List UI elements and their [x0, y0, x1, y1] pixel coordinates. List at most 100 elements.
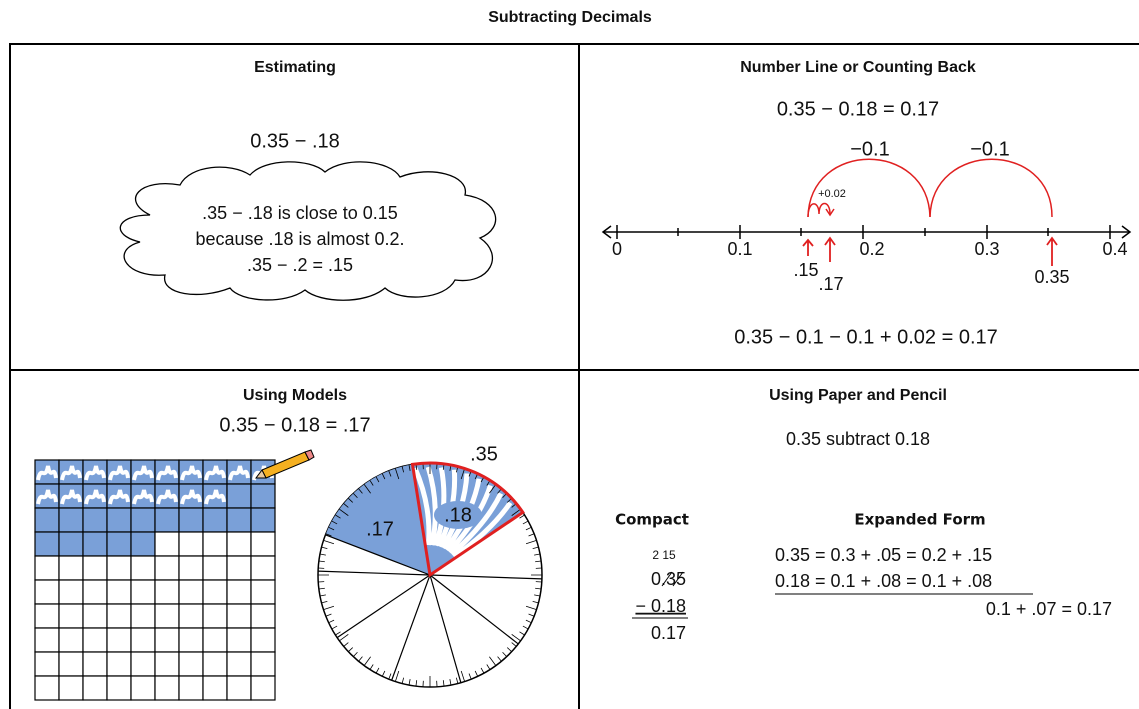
cell — [107, 652, 131, 676]
cell — [59, 556, 83, 580]
cell — [35, 556, 59, 580]
cell — [179, 676, 203, 700]
cell — [203, 508, 227, 532]
jump-label: +0.02 — [818, 188, 846, 200]
cell — [35, 676, 59, 700]
regroup: 2 15 — [652, 548, 676, 562]
cell — [251, 676, 275, 700]
jump-label: −0.1 — [970, 138, 1009, 160]
expanded-line: 0.1 + .07 = 0.17 — [986, 599, 1112, 619]
tick-label: 0.2 — [859, 239, 884, 259]
cell — [251, 556, 275, 580]
cell — [35, 652, 59, 676]
page: Subtracting Decimals Estimating 0.35 − .… — [0, 0, 1139, 709]
cell — [179, 532, 203, 556]
minuend: 0.35 — [651, 569, 686, 589]
difference: 0.17 — [651, 623, 686, 643]
cell — [107, 556, 131, 580]
page-title: Subtracting Decimals — [488, 9, 652, 26]
cell — [107, 676, 131, 700]
marker-label: .17 — [818, 274, 843, 294]
cell — [35, 580, 59, 604]
marker-label: 0.35 — [1034, 267, 1069, 287]
cell — [107, 628, 131, 652]
number-line — [603, 225, 1130, 239]
cloud-text: because .18 is almost 0.2. — [195, 229, 404, 249]
cell — [83, 628, 107, 652]
heading: Compact — [615, 511, 689, 529]
cell — [131, 532, 155, 556]
cell — [155, 508, 179, 532]
cell — [227, 604, 251, 628]
cell — [227, 676, 251, 700]
cell — [251, 628, 275, 652]
panel-title: Estimating — [254, 59, 336, 76]
cell — [131, 580, 155, 604]
expression: 0.35 − .18 — [250, 130, 340, 152]
cell — [155, 580, 179, 604]
cell — [155, 676, 179, 700]
cell — [227, 652, 251, 676]
cell — [83, 652, 107, 676]
cell — [179, 556, 203, 580]
cell — [155, 652, 179, 676]
result: 0.35 − 0.1 − 0.1 + 0.02 = 0.17 — [734, 326, 998, 348]
fraction-circle — [318, 463, 542, 687]
cell — [131, 628, 155, 652]
cell — [251, 484, 275, 508]
cell — [131, 676, 155, 700]
cell — [131, 604, 155, 628]
circle-label: .18 — [444, 504, 472, 526]
cell — [203, 628, 227, 652]
tick-label: 0 — [612, 239, 622, 259]
cloud-text: .35 − .2 = .15 — [247, 255, 353, 275]
cell — [59, 604, 83, 628]
panel-title: Using Models — [243, 387, 347, 404]
cell — [107, 532, 131, 556]
cell — [83, 580, 107, 604]
tick-label: 0.3 — [974, 239, 999, 259]
cell — [251, 580, 275, 604]
cell — [251, 508, 275, 532]
cell — [155, 556, 179, 580]
marker-arrows — [803, 238, 1057, 266]
cloud-text: .35 − .18 is close to 0.15 — [202, 203, 398, 223]
jump-label: −0.1 — [850, 138, 889, 160]
cell — [203, 556, 227, 580]
marker-label: .15 — [793, 260, 818, 280]
cell — [83, 676, 107, 700]
cell — [35, 604, 59, 628]
cell — [83, 508, 107, 532]
cell — [251, 604, 275, 628]
cell — [155, 604, 179, 628]
cell — [155, 628, 179, 652]
cell — [203, 604, 227, 628]
cell — [227, 628, 251, 652]
cell — [131, 652, 155, 676]
expanded-line: 0.18 = 0.1 + .08 = 0.1 + .08 — [775, 571, 992, 591]
cell — [203, 580, 227, 604]
hundred-grid — [35, 460, 275, 700]
cell — [179, 580, 203, 604]
tick-label: 0.4 — [1102, 239, 1127, 259]
cell — [83, 532, 107, 556]
cell — [251, 532, 275, 556]
cell — [203, 676, 227, 700]
cell — [83, 556, 107, 580]
cell — [83, 604, 107, 628]
cell — [179, 652, 203, 676]
cell — [179, 604, 203, 628]
circle-label: .35 — [470, 443, 498, 465]
cell — [35, 628, 59, 652]
subtitle: 0.35 subtract 0.18 — [786, 429, 930, 449]
expanded-line: 0.35 = 0.3 + .05 = 0.2 + .15 — [775, 545, 992, 565]
cell — [203, 652, 227, 676]
cell — [227, 508, 251, 532]
cell — [35, 532, 59, 556]
cell — [35, 508, 59, 532]
heading: Expanded Form — [854, 511, 985, 529]
cell — [155, 532, 179, 556]
cell — [59, 508, 83, 532]
cell — [59, 628, 83, 652]
equation: 0.35 − 0.18 = 0.17 — [777, 98, 939, 120]
